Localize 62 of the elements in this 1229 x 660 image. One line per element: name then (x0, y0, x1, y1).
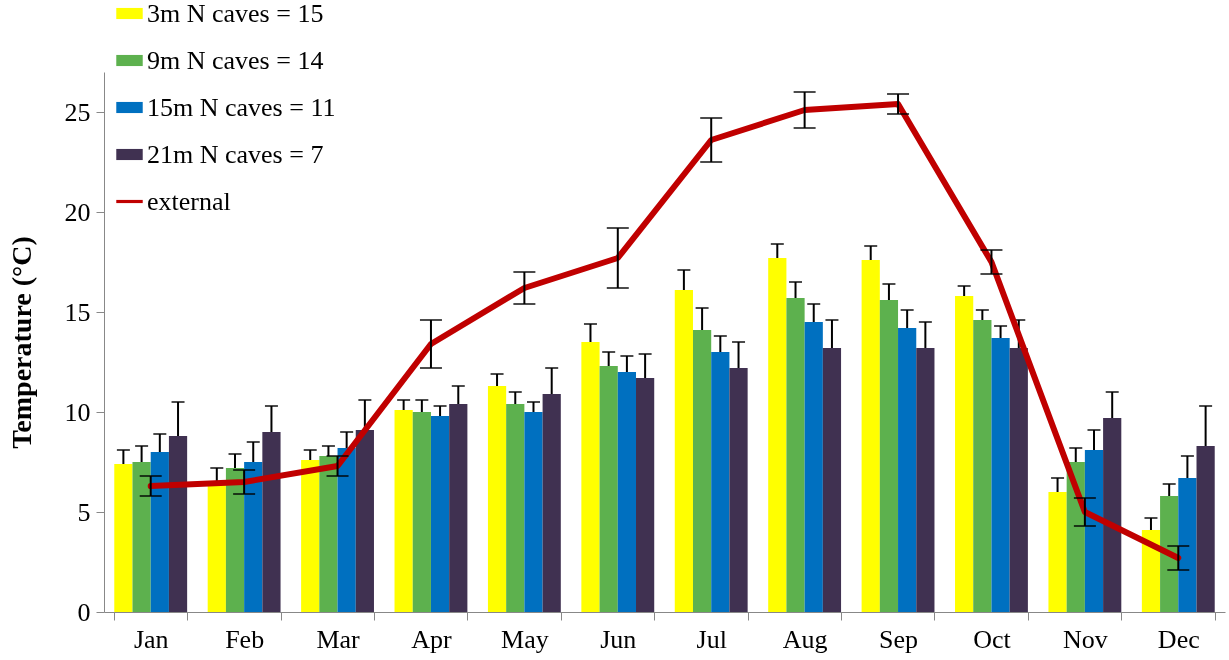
x-tick-label: Dec (1157, 624, 1200, 654)
legend-label: 21m N caves = 7 (147, 139, 324, 169)
y-tick-label: 15 (64, 297, 91, 327)
bar (879, 300, 899, 612)
x-tick-label: Nov (1062, 624, 1108, 654)
bar (301, 460, 320, 612)
x-tick-label: May (501, 624, 549, 654)
bar (955, 296, 974, 612)
y-tick-label: 10 (64, 397, 91, 427)
bar (581, 342, 600, 612)
x-tick-label: Oct (973, 624, 1012, 654)
legend-label: 9m N caves = 14 (147, 45, 324, 75)
bar (599, 366, 618, 612)
bar (168, 436, 188, 612)
bar (729, 368, 748, 612)
bar (822, 348, 842, 612)
y-tick-label: 25 (64, 97, 91, 127)
x-tick-label: Feb (225, 624, 265, 654)
x-tick-label: Jan (133, 624, 169, 654)
x-tick-label: Sep (879, 624, 919, 654)
bar (861, 260, 880, 612)
bar (355, 430, 374, 612)
y-tick-label: 20 (64, 197, 91, 227)
bar (262, 432, 281, 612)
y-tick-label: 5 (77, 497, 91, 527)
bar (1009, 348, 1028, 612)
legend-label: 15m N caves = 11 (147, 92, 336, 122)
bar (1141, 530, 1161, 612)
bar (973, 320, 992, 612)
x-tick-label: Jul (696, 624, 727, 654)
bar (412, 412, 431, 612)
bar (804, 322, 823, 612)
bar (449, 404, 468, 612)
bar (1103, 418, 1122, 612)
bar (506, 404, 525, 612)
bar (430, 416, 450, 612)
legend-label: external (147, 186, 231, 216)
bar (636, 378, 655, 612)
bar (542, 394, 561, 612)
bar (916, 348, 935, 612)
bar (617, 372, 637, 612)
bar (786, 298, 805, 612)
x-tick-label: Jun (600, 624, 637, 654)
bar (1196, 446, 1215, 612)
bar (524, 412, 543, 612)
bar (692, 330, 712, 612)
bar (768, 258, 787, 612)
bar (487, 386, 507, 612)
bar (711, 352, 730, 612)
bar (991, 338, 1010, 612)
bar (1048, 492, 1067, 612)
bar (207, 484, 226, 612)
bar (674, 290, 693, 612)
bar (898, 328, 917, 612)
bar (394, 410, 413, 612)
y-axis-title: Temperature (°C) (5, 236, 37, 449)
y-tick-label: 0 (77, 597, 91, 627)
legend-label: 3m N caves = 15 (147, 0, 324, 28)
bar (114, 464, 133, 612)
x-tick-label: Apr (411, 624, 453, 654)
x-tick-label: Mar (316, 624, 361, 654)
x-tick-label: Aug (782, 624, 828, 654)
